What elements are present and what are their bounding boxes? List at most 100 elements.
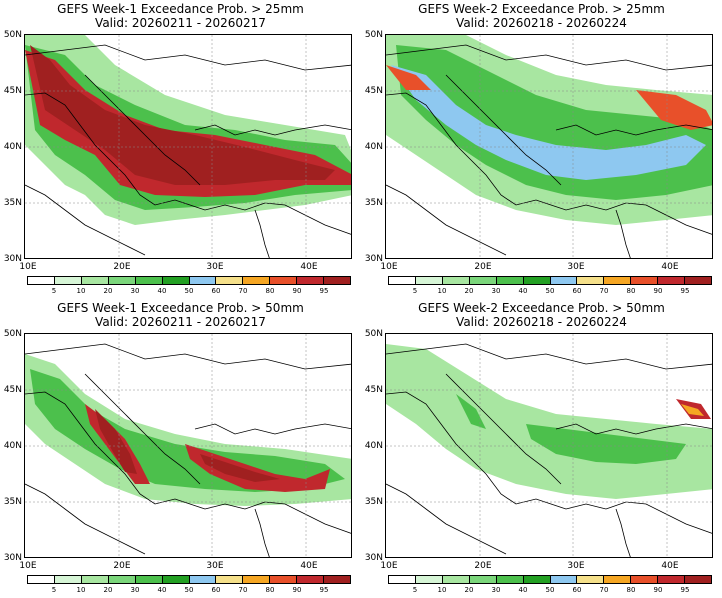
colorbar-label: 5 (412, 586, 418, 594)
lat-label: 45N (364, 385, 383, 395)
colorbar-label: 80 (265, 586, 275, 594)
panel-week2-25mm: GEFS Week-2 Exceedance Prob. > 25mm Vali… (361, 0, 722, 299)
colorbar-label: 70 (238, 586, 248, 594)
shade-veryhigh (681, 404, 704, 416)
lon-label: 20E (474, 262, 492, 272)
lat-label: 45N (3, 86, 22, 96)
colorbar-label: 80 (626, 586, 636, 594)
colorbar-label: 90 (292, 586, 302, 594)
colorbar-label: 40 (157, 586, 167, 594)
lon-label: 40E (661, 561, 679, 571)
lat-label: 30N (3, 553, 22, 563)
colorbar-label: 30 (130, 586, 140, 594)
colorbar-label: 90 (292, 287, 302, 295)
colorbar (388, 276, 712, 285)
colorbar-label: 20 (103, 586, 113, 594)
colorbar-label: 95 (680, 586, 690, 594)
lat-label: 35N (3, 497, 22, 507)
lon-label: 20E (474, 561, 492, 571)
colorbar-label: 95 (319, 287, 329, 295)
shade-mid (30, 369, 345, 492)
panel-valid-dates: Valid: 20260218 - 20260224 (456, 16, 627, 30)
colorbar-label: 10 (437, 586, 447, 594)
lat-label: 30N (3, 254, 22, 264)
panel-week1-50mm: GEFS Week-1 Exceedance Prob. > 50mm Vali… (0, 299, 361, 598)
probability-map (24, 34, 352, 259)
lat-label: 35N (364, 198, 383, 208)
panel-valid-dates: Valid: 20260218 - 20260224 (456, 315, 627, 329)
colorbar (388, 575, 712, 584)
lat-label: 45N (3, 385, 22, 395)
colorbar-label: 20 (464, 287, 474, 295)
colorbar-label: 20 (464, 586, 474, 594)
lat-label: 50N (3, 30, 22, 40)
panel-title: GEFS Week-1 Exceedance Prob. > 25mm (57, 2, 304, 16)
gridlines (386, 334, 712, 557)
colorbar-label: 5 (51, 586, 57, 594)
colorbar-label: 70 (599, 287, 609, 295)
panel-valid-dates: Valid: 20260211 - 20260217 (95, 16, 266, 30)
colorbar-label: 90 (653, 586, 663, 594)
coastlines (386, 343, 712, 557)
shade-high (391, 65, 706, 180)
colorbar-label: 60 (572, 586, 582, 594)
lat-label: 50N (364, 30, 383, 40)
lat-label: 35N (364, 497, 383, 507)
shaded-probability (386, 344, 712, 499)
lon-label: 40E (300, 561, 318, 571)
shade-veryhigh (95, 409, 280, 482)
lat-label: 45N (364, 86, 383, 96)
colorbar-label: 95 (319, 586, 329, 594)
lat-label: 40N (3, 441, 22, 451)
coastlines (25, 343, 351, 557)
colorbar-label: 10 (437, 287, 447, 295)
lat-label: 30N (364, 254, 383, 264)
colorbar-label: 10 (76, 586, 86, 594)
colorbar-label: 50 (184, 586, 194, 594)
probability-map (385, 34, 713, 259)
panel-title: GEFS Week-2 Exceedance Prob. > 50mm (418, 301, 665, 315)
colorbar-label: 40 (518, 586, 528, 594)
shade-low (386, 344, 712, 499)
shaded-probability (25, 35, 351, 225)
colorbar-label: 10 (76, 287, 86, 295)
gridlines (25, 35, 351, 258)
colorbar (27, 575, 351, 584)
colorbar-label: 80 (626, 287, 636, 295)
panel-week1-25mm: GEFS Week-1 Exceedance Prob. > 25mm Vali… (0, 0, 361, 299)
colorbar-label: 50 (184, 287, 194, 295)
coastlines (25, 44, 351, 258)
lon-label: 40E (661, 262, 679, 272)
panel-week2-50mm: GEFS Week-2 Exceedance Prob. > 50mm Vali… (361, 299, 722, 598)
colorbar-label: 40 (518, 287, 528, 295)
lon-label: 20E (113, 561, 131, 571)
lat-label: 40N (364, 142, 383, 152)
lat-label: 50N (364, 329, 383, 339)
shade-high (85, 404, 330, 492)
shade-veryhigh (30, 45, 335, 185)
lon-label: 40E (300, 262, 318, 272)
lon-label: 10E (380, 561, 398, 571)
lat-label: 40N (3, 142, 22, 152)
colorbar-label: 50 (545, 287, 555, 295)
shaded-probability (25, 354, 351, 506)
colorbar-label: 70 (238, 287, 248, 295)
colorbar-label: 60 (211, 586, 221, 594)
panel-title: GEFS Week-2 Exceedance Prob. > 25mm (418, 2, 665, 16)
colorbar-label: 30 (130, 287, 140, 295)
colorbar-label: 80 (265, 287, 275, 295)
colorbar-label: 5 (51, 287, 57, 295)
colorbar-label: 60 (211, 287, 221, 295)
lon-label: 10E (19, 561, 37, 571)
colorbar-label: 90 (653, 287, 663, 295)
colorbar-label: 50 (545, 586, 555, 594)
panel-valid-dates: Valid: 20260211 - 20260217 (95, 315, 266, 329)
shade-mid (456, 394, 686, 464)
probability-map (24, 333, 352, 558)
lon-label: 30E (567, 262, 585, 272)
colorbar-label: 60 (572, 287, 582, 295)
colorbar-label: 40 (157, 287, 167, 295)
shaded-probability (386, 35, 712, 225)
lon-label: 30E (206, 561, 224, 571)
lon-label: 20E (113, 262, 131, 272)
